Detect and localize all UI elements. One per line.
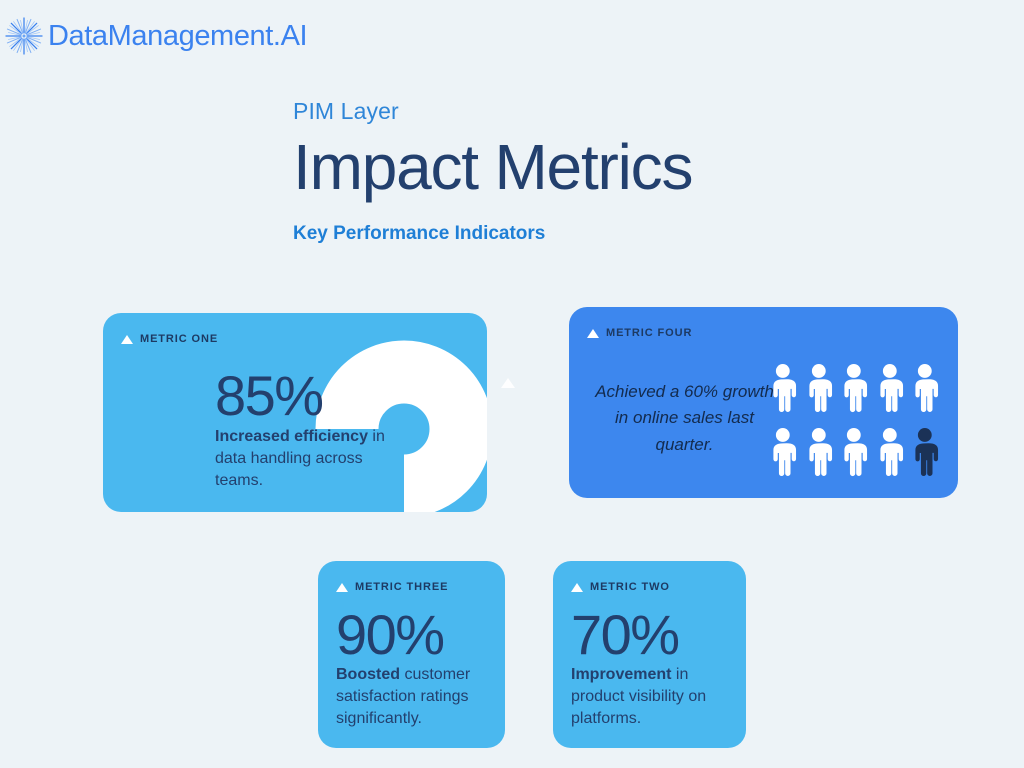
card-two-description: Improvement in product visibility on pla… (571, 664, 736, 730)
metric-card-four[interactable]: METRIC FOUR Achieved a 60% growth in onl… (569, 307, 958, 498)
page-title: Impact Metrics (293, 130, 693, 203)
metric-card-three[interactable]: METRIC THREE 90% Boosted customer satisf… (318, 561, 505, 748)
person-icon (844, 364, 868, 413)
card-one-desc-rest: in data handling across teams. (215, 428, 385, 489)
person-icon (809, 364, 832, 413)
card-three-label: METRIC THREE (336, 581, 448, 593)
triangle-up-icon (336, 582, 348, 592)
card-four-label-text: METRIC FOUR (606, 327, 693, 339)
floating-triangle-up-icon (501, 378, 515, 388)
person-icon (844, 427, 868, 476)
page-subtitle: Key Performance Indicators (293, 223, 546, 245)
card-four-label: METRIC FOUR (587, 327, 692, 339)
brand-name: DataManagement.AI (48, 19, 308, 52)
card-one-value: 85% (215, 364, 324, 427)
triangle-up-icon (571, 582, 583, 592)
triangle-up-icon (587, 328, 599, 338)
card-one-label: METRIC ONE (121, 333, 218, 345)
person-icon-highlighted (915, 427, 939, 476)
card-four-quote: Achieved a 60% growth in online sales la… (595, 382, 774, 454)
card-three-value: 90% (336, 603, 445, 666)
card-two-label-text: METRIC TWO (590, 581, 670, 593)
page-header: PIM Layer Impact Metrics Key Performance… (293, 98, 933, 245)
card-one-description: Increased efficiency in data handling ac… (215, 426, 405, 492)
card-two-label: METRIC TWO (571, 581, 670, 593)
people-grid-icon (766, 357, 942, 482)
card-three-desc-rest: customer satisfaction ratings significan… (336, 666, 471, 727)
person-icon (915, 364, 939, 413)
brand-logo[interactable]: DataManagement.AI (4, 16, 308, 56)
starburst-icon (5, 17, 43, 55)
concentric-arcs-icon (312, 337, 487, 512)
card-three-desc-strong: Boosted (336, 666, 400, 683)
triangle-up-icon (121, 334, 133, 344)
metric-card-one[interactable]: METRIC ONE 85% Increased efficiency in d… (103, 313, 487, 512)
card-two-desc-rest: in product visibility on platforms. (571, 666, 707, 727)
person-icon (809, 427, 832, 476)
person-icon (880, 427, 903, 476)
eyebrow-label: PIM Layer (293, 98, 399, 124)
card-two-value: 70% (571, 603, 680, 666)
person-icon (773, 364, 797, 413)
card-one-desc-strong: Increased efficiency (215, 428, 368, 445)
metric-card-two[interactable]: METRIC TWO 70% Improvement in product vi… (553, 561, 746, 748)
card-two-desc-strong: Improvement (571, 666, 672, 683)
person-icon (773, 427, 797, 476)
card-one-label-text: METRIC ONE (140, 333, 219, 345)
card-three-description: Boosted customer satisfaction ratings si… (336, 664, 496, 730)
person-icon (880, 364, 903, 413)
card-three-label-text: METRIC THREE (355, 581, 449, 593)
